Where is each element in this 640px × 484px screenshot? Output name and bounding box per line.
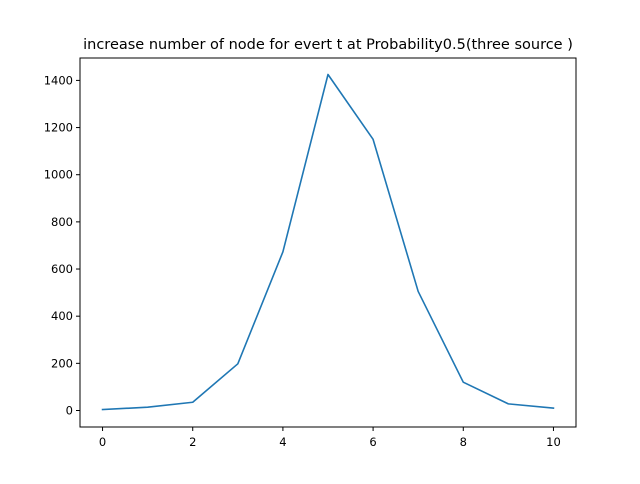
x-tick-label: 8 bbox=[460, 435, 467, 449]
x-tick-label: 6 bbox=[369, 435, 376, 449]
y-tick-label: 0 bbox=[66, 403, 73, 417]
y-tick-label: 400 bbox=[51, 309, 73, 323]
x-tick-label: 4 bbox=[279, 435, 286, 449]
y-tick-label: 600 bbox=[51, 262, 73, 276]
y-tick-label: 1200 bbox=[44, 121, 73, 135]
plot-frame bbox=[79, 57, 577, 428]
x-axis-ticks: 0 2 4 6 8 10 bbox=[99, 427, 561, 449]
x-tick-label: 0 bbox=[99, 435, 106, 449]
y-tick-label: 200 bbox=[51, 356, 73, 370]
x-tick-label: 2 bbox=[189, 435, 196, 449]
x-tick-label: 10 bbox=[546, 435, 561, 449]
y-tick-label: 1000 bbox=[44, 168, 73, 182]
y-tick-label: 800 bbox=[51, 215, 73, 229]
y-axis-ticks: 0 200 400 600 800 1000 1200 1400 bbox=[44, 73, 80, 417]
y-tick-label: 1400 bbox=[44, 73, 73, 87]
chart-title: increase number of node for evert t at P… bbox=[83, 37, 573, 53]
series-layer bbox=[101, 73, 555, 411]
series-line bbox=[101, 73, 555, 411]
